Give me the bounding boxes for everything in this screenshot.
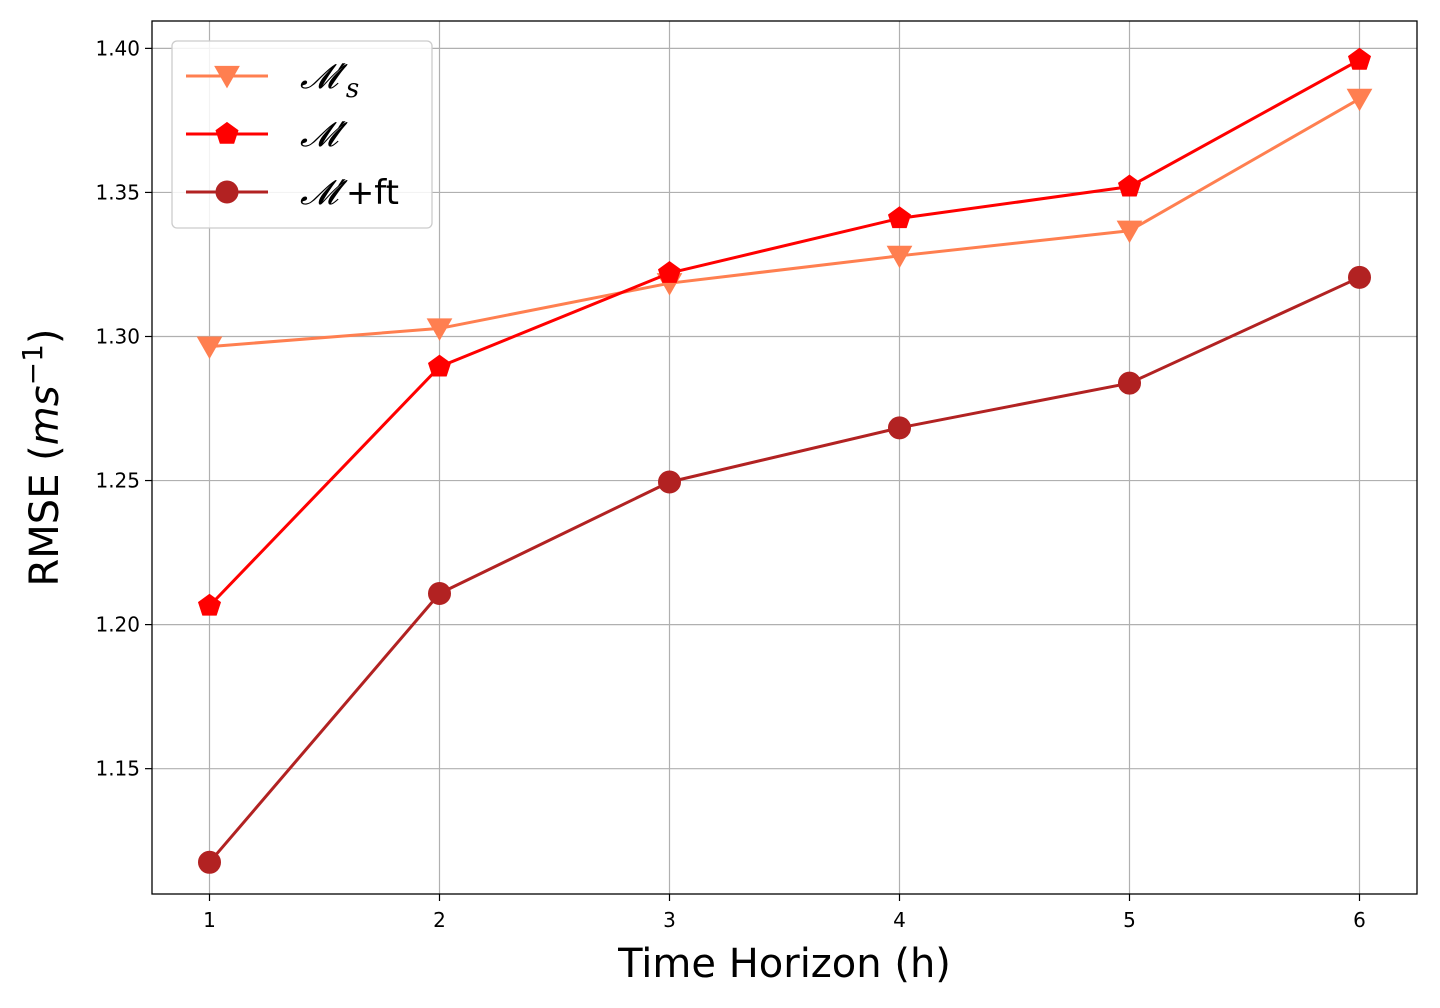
data-point — [1117, 174, 1142, 197]
y-axis-unit-exponent: −1 — [16, 344, 49, 385]
y-axis-label: RMSE (ms−1) — [16, 329, 68, 587]
legend-label: 𝓜′+ft — [300, 173, 399, 213]
legend-entry: 𝓜′s — [186, 57, 359, 104]
x-tick-label: 5 — [1123, 908, 1136, 932]
legend-entry: 𝓜′+ft — [186, 173, 399, 213]
data-point — [196, 336, 223, 359]
legend-marker — [215, 121, 239, 144]
legend-label: 𝓜′s — [300, 57, 359, 104]
legend: 𝓜′s 𝓜′ 𝓜′+ft — [171, 40, 433, 229]
y-tick-label: 1.20 — [95, 613, 140, 637]
plot-frame — [151, 20, 1418, 895]
y-tick-label: 1.15 — [95, 757, 140, 781]
data-point — [1347, 47, 1372, 70]
y-axis-label-paren: ( — [22, 445, 68, 473]
x-tick-label: 1 — [203, 908, 216, 932]
legend-label: 𝓜′ — [300, 115, 348, 155]
y-tick-label: 1.40 — [95, 36, 140, 60]
y-axis-label-text: RMSE — [22, 474, 68, 587]
series-line — [209, 97, 1361, 349]
data-point — [1116, 220, 1143, 244]
legend-marker — [214, 65, 240, 89]
x-tick-label: 2 — [433, 908, 446, 932]
y-axis-label-paren-close: ) — [22, 329, 68, 345]
legend-box — [171, 40, 433, 229]
legend-marker — [215, 180, 239, 204]
y-tick-label: 1.25 — [95, 469, 140, 493]
data-point — [886, 245, 913, 269]
y-axis-ticks: 1.15 1.20 1.25 1.30 1.35 1.40 — [95, 36, 152, 781]
data-point — [658, 470, 681, 494]
y-tick-label: 1.35 — [95, 180, 140, 204]
y-axis-unit: ms — [22, 385, 68, 445]
series-3 — [198, 265, 1371, 874]
data-point — [1346, 88, 1373, 112]
data-point — [428, 581, 451, 605]
grid-lines — [152, 21, 1417, 894]
series-layer — [196, 47, 1373, 874]
x-tick-label: 4 — [893, 908, 906, 932]
data-point — [1118, 371, 1141, 395]
data-point — [427, 354, 452, 377]
x-tick-label: 3 — [663, 908, 676, 932]
legend-entry: 𝓜′ — [186, 115, 348, 155]
data-point — [198, 850, 221, 874]
x-tick-label: 6 — [1353, 908, 1366, 932]
series-1 — [196, 88, 1373, 359]
data-point — [197, 593, 222, 616]
y-tick-label: 1.30 — [95, 324, 140, 348]
x-axis-ticks: 1 2 3 4 5 6 — [203, 894, 1366, 932]
series-line — [208, 58, 1361, 607]
data-point — [1348, 265, 1371, 289]
data-point — [657, 260, 682, 283]
series-2 — [197, 47, 1372, 616]
data-point — [888, 416, 911, 440]
series-line — [208, 276, 1361, 864]
data-point — [887, 206, 912, 229]
x-axis-label: Time Horizon (h) — [617, 941, 951, 987]
data-point — [426, 318, 453, 341]
